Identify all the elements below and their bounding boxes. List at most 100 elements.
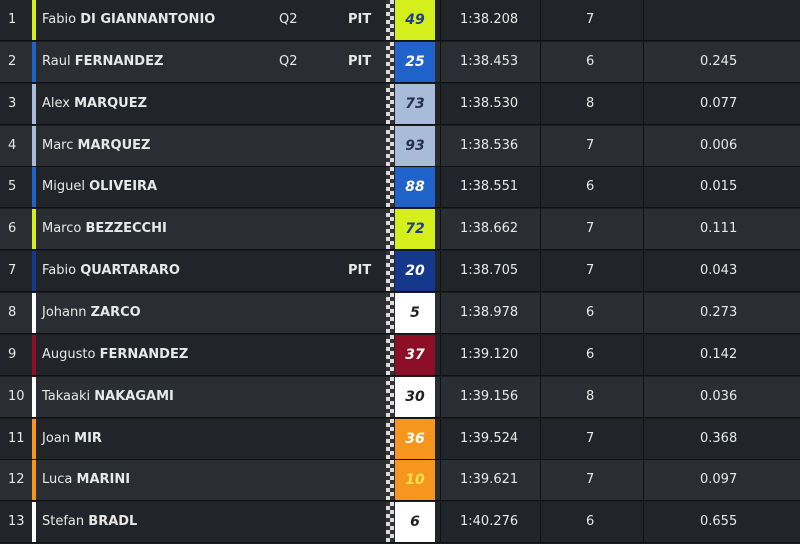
rider-number: 30	[395, 376, 435, 417]
team-color	[32, 41, 36, 82]
first-name: Fabio	[42, 12, 77, 27]
lap-count: 7	[586, 263, 595, 279]
rider-name: Joan MIR	[42, 419, 102, 459]
last-name: QUARTARARO	[80, 263, 180, 279]
column-separator	[540, 83, 541, 124]
position: 6	[8, 221, 17, 237]
rider-name: Luca MARINI	[42, 460, 130, 500]
rider-number: 49	[395, 0, 435, 40]
position: 2	[8, 53, 17, 69]
lap-count: 6	[586, 53, 595, 69]
column-separator	[440, 334, 441, 375]
result-row: 1 Fabio DI GIANNANTONIO Q2 PIT 49 1:38.208 7	[0, 0, 800, 41]
column-separator	[643, 418, 644, 459]
gap: 0.368	[700, 430, 738, 446]
gap: 0.015	[700, 179, 738, 195]
column-separator	[643, 460, 644, 501]
result-row: 11 Joan MIR 36 1:39.524 7 0.368	[0, 418, 800, 460]
last-name: NAKAGAMI	[94, 388, 174, 404]
lap-count: 6	[586, 304, 595, 320]
lap-count: 6	[586, 346, 595, 362]
rider-number: 5	[395, 292, 435, 333]
position: 11	[8, 430, 25, 446]
column-separator	[643, 292, 644, 333]
rider-name: Augusto FERNANDEZ	[42, 335, 188, 375]
checker-strip	[386, 209, 394, 250]
lap-time: 1:38.705	[460, 263, 519, 279]
position: 3	[8, 95, 17, 111]
session-tag: Q2	[279, 12, 298, 27]
position: 1	[8, 12, 17, 27]
column-separator	[440, 251, 441, 292]
column-separator	[643, 125, 644, 166]
gap: 0.111	[700, 221, 738, 237]
result-row: 5 Miguel OLIVEIRA 88 1:38.551 6 0.015	[0, 167, 800, 209]
rider-name: Johann ZARCO	[42, 293, 141, 333]
first-name: Fabio	[42, 263, 77, 279]
session-tag: Q2	[279, 53, 298, 69]
checker-strip	[386, 292, 394, 333]
lap-time: 1:39.120	[460, 346, 519, 362]
column-separator	[540, 167, 541, 208]
lap-count: 8	[586, 388, 595, 404]
team-color	[32, 460, 36, 501]
last-name: BRADL	[88, 514, 138, 530]
position: 7	[8, 263, 17, 279]
column-separator	[643, 0, 644, 40]
gap: 0.043	[700, 263, 738, 279]
column-separator	[540, 418, 541, 459]
last-name: FERNANDEZ	[74, 53, 164, 69]
column-separator	[540, 460, 541, 501]
first-name: Augusto	[42, 346, 96, 362]
team-color	[32, 376, 36, 417]
checker-strip	[386, 0, 394, 40]
checker-strip	[386, 418, 394, 459]
position: 13	[8, 514, 25, 530]
column-separator	[643, 376, 644, 417]
column-separator	[440, 0, 441, 40]
team-color	[32, 418, 36, 459]
column-separator	[540, 334, 541, 375]
lap-time: 1:39.156	[460, 388, 519, 404]
rider-name: Fabio DI GIANNANTONIO	[42, 0, 215, 40]
last-name: FERNANDEZ	[99, 346, 189, 362]
team-color	[32, 502, 36, 543]
checker-strip	[386, 376, 394, 417]
result-row: 10 Takaaki NAKAGAMI 30 1:39.156 8 0.036	[0, 376, 800, 418]
lap-time: 1:38.208	[460, 12, 519, 27]
rider-number: 36	[395, 418, 435, 459]
first-name: Takaaki	[42, 388, 91, 404]
rider-name: Marc MARQUEZ	[42, 126, 150, 166]
column-separator	[540, 41, 541, 82]
rider-name: Miguel OLIVEIRA	[42, 167, 157, 207]
rider-number: 72	[395, 209, 435, 250]
column-separator	[540, 125, 541, 166]
team-color	[32, 209, 36, 250]
lap-time: 1:38.551	[460, 179, 519, 195]
team-color	[32, 125, 36, 166]
column-separator	[643, 41, 644, 82]
gap: 0.142	[700, 346, 738, 362]
last-name: MIR	[74, 430, 102, 446]
column-separator	[440, 292, 441, 333]
checker-strip	[386, 334, 394, 375]
column-separator	[440, 209, 441, 250]
column-separator	[440, 418, 441, 459]
column-separator	[643, 251, 644, 292]
lap-count: 7	[586, 430, 595, 446]
first-name: Johann	[42, 304, 87, 320]
pit-tag: PIT	[348, 263, 372, 279]
last-name: OLIVEIRA	[89, 179, 158, 195]
checker-strip	[386, 502, 394, 543]
result-row: 9 Augusto FERNANDEZ 37 1:39.120 6 0.142	[0, 334, 800, 376]
checker-strip	[386, 251, 394, 292]
column-separator	[540, 376, 541, 417]
lap-time: 1:38.530	[460, 95, 519, 111]
column-separator	[643, 209, 644, 250]
rider-name: Raul FERNANDEZ	[42, 42, 163, 82]
gap: 0.273	[700, 304, 738, 320]
result-row: 8 Johann ZARCO 5 1:38.978 6 0.273	[0, 292, 800, 334]
position: 12	[8, 472, 25, 488]
position: 8	[8, 304, 17, 320]
